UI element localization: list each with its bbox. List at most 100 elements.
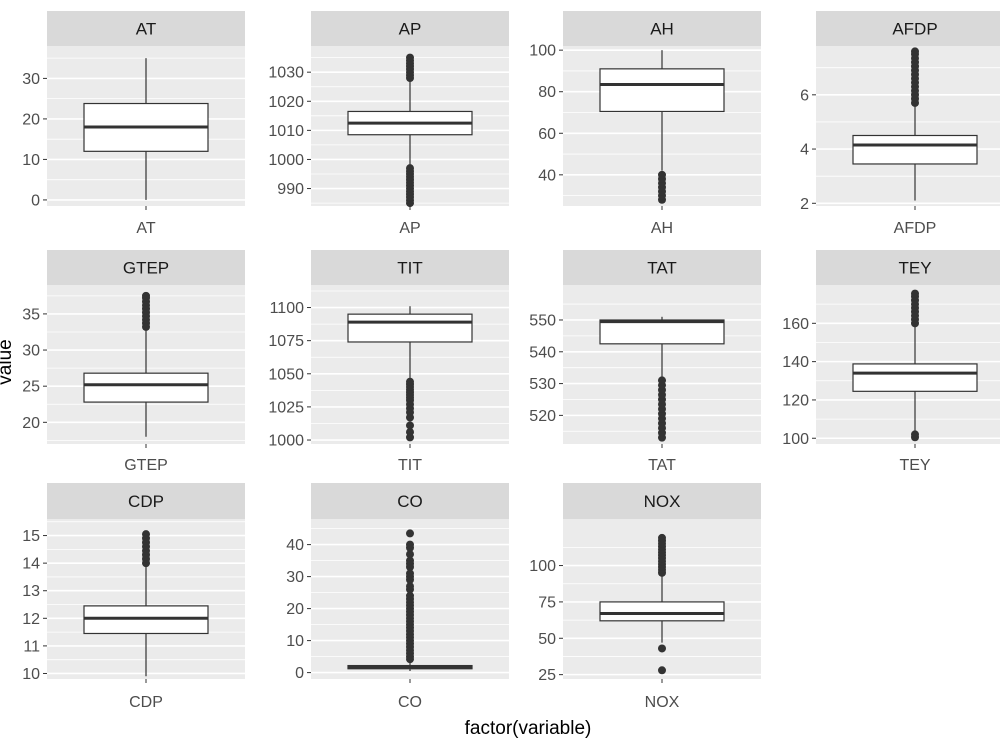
y-tick-label: 14 <box>22 556 40 573</box>
facet-panel-nox: NOX 25 50 75 100 NOX <box>529 483 761 711</box>
y-tick-label: 6 <box>800 87 809 104</box>
x-tick-label: AH <box>651 220 673 237</box>
y-tick-label: 0 <box>31 192 40 209</box>
facet-panel-gtep: GTEP 20 25 30 35 GTEP <box>22 250 245 474</box>
x-tick-label: AFDP <box>894 220 937 237</box>
outlier-point <box>658 533 666 542</box>
y-axis-title: value <box>0 339 16 384</box>
facet-panel-tey: TEY 100 120 140 160 TEY <box>782 250 1000 474</box>
y-tick-label: 12 <box>22 611 40 628</box>
y-tick-label: 160 <box>782 316 809 333</box>
outlier-point <box>406 540 414 549</box>
iqr-box <box>599 319 725 345</box>
x-tick-label: CO <box>398 694 422 711</box>
outlier-point <box>911 47 919 56</box>
outlier-point <box>658 644 666 653</box>
x-tick-label: GTEP <box>124 457 168 474</box>
facet-panel-co: CO 0 10 20 30 40 CO <box>286 483 509 711</box>
panels-layer: AT0102030ATAP9901000101010201030APAH4060… <box>22 11 1000 711</box>
y-tick-label: 11 <box>23 638 40 655</box>
facet-strip <box>311 483 509 519</box>
outlier-point <box>406 377 414 386</box>
facet-strip <box>563 11 761 46</box>
y-tick-label: 15 <box>22 528 40 545</box>
outlier-point <box>658 376 666 385</box>
outlier-point <box>406 591 414 600</box>
outlier-point <box>911 289 919 298</box>
y-tick-label: 30 <box>286 569 304 586</box>
facet-strip <box>47 483 245 519</box>
facet-strip-label: TIT <box>397 259 423 278</box>
y-tick-label: 10 <box>22 152 40 169</box>
y-tick-label: 1000 <box>268 433 304 450</box>
y-tick-label: 1030 <box>268 65 304 82</box>
y-tick-label: 0 <box>295 665 304 682</box>
y-tick-label: 60 <box>538 126 556 143</box>
outlier-point <box>911 430 919 439</box>
y-tick-label: 80 <box>538 84 556 101</box>
y-tick-label: 1100 <box>270 300 305 317</box>
facet-strip-label: AP <box>399 20 422 39</box>
y-tick-label: 50 <box>538 631 556 648</box>
y-tick-label: 20 <box>286 601 304 618</box>
x-tick-label: TAT <box>648 457 676 474</box>
facet-panel-ap: AP 990 1000 1010 1020 1030 AP <box>268 11 509 237</box>
y-tick-label: 25 <box>538 667 556 684</box>
facet-strip <box>563 483 761 519</box>
facet-strip-label: AH <box>650 20 674 39</box>
x-tick-label: NOX <box>645 694 680 711</box>
facet-panel-ah: AH 40 60 80 100 AH <box>529 11 761 237</box>
y-tick-label: 1050 <box>268 366 304 383</box>
facet-strip-label: AFDP <box>892 20 937 39</box>
y-tick-label: 25 <box>22 379 40 396</box>
facet-strip <box>311 11 509 46</box>
outlier-point <box>658 666 666 675</box>
facet-strip-label: CDP <box>128 492 164 511</box>
y-tick-label: 1075 <box>268 333 304 350</box>
x-axis-title: factor(variable) <box>465 718 592 739</box>
y-tick-label: 10 <box>22 666 40 683</box>
y-tick-label: 35 <box>22 306 40 323</box>
outlier-point <box>142 291 150 300</box>
outlier-point <box>406 550 414 559</box>
iqr-box <box>852 363 978 392</box>
outlier-point <box>406 421 414 430</box>
y-tick-label: 990 <box>277 181 304 198</box>
facet-strip-label: NOX <box>644 492 681 511</box>
outlier-point <box>406 164 414 173</box>
facet-strip-label: TEY <box>898 259 931 278</box>
y-tick-label: 120 <box>782 392 809 409</box>
y-tick-label: 140 <box>782 354 809 371</box>
x-tick-label: CDP <box>129 694 163 711</box>
y-tick-label: 1025 <box>268 399 304 416</box>
x-tick-label: AP <box>399 220 420 237</box>
y-tick-label: 40 <box>538 167 556 184</box>
outlier-point <box>406 529 414 538</box>
y-tick-label: 1000 <box>268 152 304 169</box>
facet-strip <box>311 250 509 285</box>
facet-strip <box>47 250 245 285</box>
facet-strip <box>816 250 1000 285</box>
outlier-point <box>406 556 414 565</box>
y-tick-label: 4 <box>800 142 809 159</box>
iqr-box <box>599 601 725 622</box>
y-tick-label: 40 <box>286 537 304 554</box>
panel-background <box>816 46 1000 206</box>
facet-strip-label: GTEP <box>123 259 169 278</box>
facet-strip-label: TAT <box>647 259 677 278</box>
y-tick-label: 550 <box>529 312 556 329</box>
facet-panel-at: AT 0 10 20 30 AT <box>22 11 245 237</box>
y-tick-label: 20 <box>22 111 40 128</box>
facet-panel-afdp: AFDP 2 4 6 AFDP <box>800 11 1000 237</box>
facet-strip <box>816 11 1000 46</box>
facet-strip <box>563 250 761 285</box>
y-tick-label: 75 <box>538 594 556 611</box>
outlier-point <box>142 530 150 539</box>
facet-strip <box>47 11 245 46</box>
y-tick-label: 1010 <box>268 123 304 140</box>
y-tick-label: 20 <box>22 415 40 432</box>
y-tick-label: 100 <box>529 43 556 60</box>
y-tick-label: 30 <box>22 71 40 88</box>
x-tick-label: TEY <box>899 457 930 474</box>
